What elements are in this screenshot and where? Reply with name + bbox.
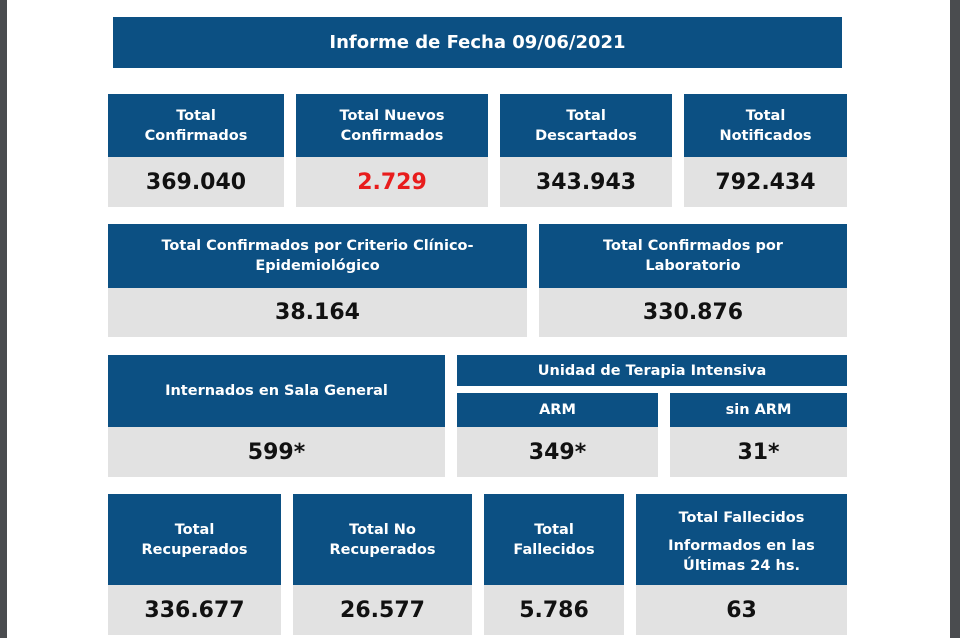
total-no-recuperados-value: 26.577 <box>293 585 472 635</box>
internados-header: Internados en Sala General <box>108 355 445 427</box>
label-line: Total Confirmados por <box>603 238 783 254</box>
label-line: Total <box>176 107 216 124</box>
label-line: Total <box>745 107 786 124</box>
label-line: Epidemiológico <box>255 258 380 274</box>
total-recuperados-header: Total Recuperados <box>108 494 281 585</box>
fallecidos-24hs-header: Total Fallecidos Informados en las Últimas… <box>636 494 847 585</box>
arm-value: 349* <box>457 427 658 477</box>
confirmados-clinico-header: Total Confirmados por Criterio Clínico- E… <box>108 224 527 288</box>
label-line: Informados en las <box>668 538 815 554</box>
label-line: Fallecidos <box>513 541 595 558</box>
total-fallecidos-header: Total Fallecidos <box>484 494 624 585</box>
fallecidos-24hs-value: 63 <box>636 585 847 635</box>
total-confirmados-header: Total Confirmados <box>108 94 284 157</box>
confirmados-laboratorio-header: Total Confirmados por Laboratorio <box>539 224 847 288</box>
uti-header: Unidad de Terapia Intensiva <box>457 355 847 386</box>
label-line: Confirmados <box>340 127 444 144</box>
window-border-left <box>0 0 7 638</box>
internados-value: 599* <box>108 427 445 477</box>
confirmados-clinico-value: 38.164 <box>108 288 527 337</box>
report-title: Informe de Fecha 09/06/2021 <box>113 17 842 68</box>
label-line: Confirmados <box>144 127 248 144</box>
total-no-recuperados-header: Total No Recuperados <box>293 494 472 585</box>
total-recuperados-value: 336.677 <box>108 585 281 635</box>
label-line: Total Fallecidos <box>678 510 805 526</box>
label-line: Recuperados <box>141 541 248 558</box>
total-confirmados-value: 369.040 <box>108 157 284 207</box>
label-line: Notificados <box>719 127 812 144</box>
label-line: Total Nuevos <box>339 107 445 124</box>
arm-header: ARM <box>457 393 658 427</box>
label-line: Total Confirmados por Criterio Clínico- <box>161 238 474 254</box>
total-nuevos-confirmados-value: 2.729 <box>296 157 488 207</box>
label-line: Laboratorio <box>645 258 741 274</box>
total-fallecidos-value: 5.786 <box>484 585 624 635</box>
total-descartados-header: Total Descartados <box>500 94 672 157</box>
label-line: Descartados <box>535 127 637 144</box>
confirmados-laboratorio-value: 330.876 <box>539 288 847 337</box>
label-line: Recuperados <box>329 541 436 558</box>
sin-arm-header: sin ARM <box>670 393 847 427</box>
label-line: Últimas 24 hs. <box>683 558 800 574</box>
total-notificados-value: 792.434 <box>684 157 847 207</box>
label-line: Total No <box>349 521 416 538</box>
window-border-right <box>950 0 960 638</box>
label-line: Total <box>534 521 574 538</box>
label-line: Total <box>174 521 215 538</box>
total-descartados-value: 343.943 <box>500 157 672 207</box>
sin-arm-value: 31* <box>670 427 847 477</box>
total-nuevos-confirmados-header: Total Nuevos Confirmados <box>296 94 488 157</box>
label-line: Total <box>566 107 606 124</box>
total-notificados-header: Total Notificados <box>684 94 847 157</box>
